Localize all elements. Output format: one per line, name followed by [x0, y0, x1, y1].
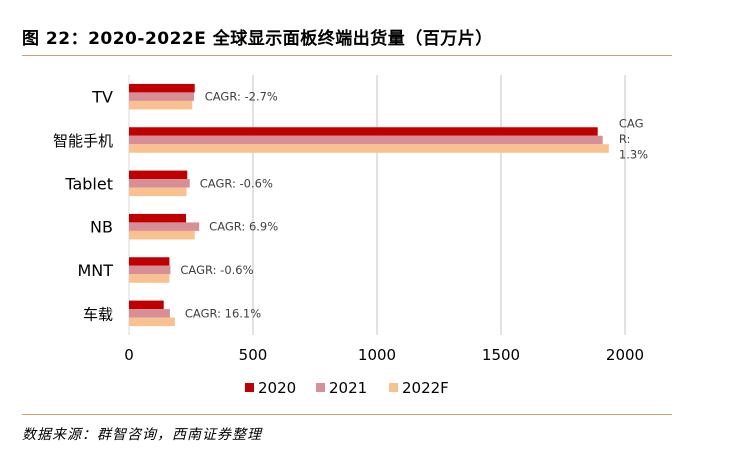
chart-title: 图 22：2020-2022E 全球显示面板终端出货量（百万片）	[22, 29, 493, 49]
source-note: 数据来源：群智咨询，西南证券整理	[22, 427, 262, 443]
cagr-annotation: CAGR: 16.1%	[185, 306, 261, 320]
bar	[129, 300, 164, 310]
cagr-annotation: CAGR: 6.9%	[209, 220, 278, 234]
cagr-annotation: 1.3%	[619, 147, 648, 161]
cagr-annotation: CAGR: -2.7%	[205, 90, 278, 104]
cagr-annotation: CAGR: -0.6%	[180, 263, 253, 277]
bar	[129, 83, 195, 93]
title-divider	[22, 55, 672, 56]
gridlines	[128, 75, 626, 335]
x-tick-labels: 0 500 1000 1500 2000	[124, 346, 644, 364]
x-tick-label: 0	[124, 346, 134, 364]
category-label: Tablet	[64, 174, 113, 193]
bar	[129, 257, 170, 266]
bar	[129, 92, 194, 101]
legend-label: 2020	[258, 379, 296, 397]
category-label: NB	[90, 218, 113, 237]
category-label: TV	[91, 88, 113, 107]
bar	[129, 230, 195, 240]
bar	[129, 135, 603, 145]
bar	[129, 222, 200, 231]
legend-label: 2021	[329, 379, 367, 397]
legend-swatch	[389, 383, 398, 392]
bar	[129, 127, 598, 136]
legend-swatch	[316, 383, 325, 392]
bar	[129, 274, 170, 283]
bar	[129, 309, 170, 318]
legend-label: 2022F	[402, 379, 449, 397]
bar	[129, 144, 609, 153]
bar	[129, 213, 187, 223]
footer-divider	[22, 414, 672, 415]
bar	[129, 100, 193, 110]
x-tick-label: 500	[239, 346, 268, 364]
cagr-annotation: CAG	[619, 116, 644, 130]
bar	[129, 187, 187, 197]
cagr-annotation: R:	[619, 132, 631, 146]
bar	[129, 170, 188, 180]
category-label: 车载	[83, 305, 113, 323]
category-label: 智能手机	[53, 132, 113, 150]
x-tick-label: 1500	[482, 346, 520, 364]
x-tick-label: 1000	[358, 346, 396, 364]
category-labels: TV 智能手机 Tablet NB MNT 车载	[53, 88, 113, 324]
x-tick-label: 2000	[606, 346, 644, 364]
bars	[129, 83, 609, 327]
cagr-annotation: CAGR: -0.6%	[200, 176, 273, 190]
legend-swatch	[245, 383, 254, 392]
cagr-annotations: CAGR: -2.7% CAG R:1.3% CAGR: -0.6% CAGR: 6.9…	[180, 90, 648, 321]
bar	[129, 265, 171, 275]
category-label: MNT	[77, 261, 113, 280]
bar	[129, 179, 190, 188]
bar	[129, 317, 175, 327]
legend: 2020 2021 2022F	[245, 379, 449, 397]
